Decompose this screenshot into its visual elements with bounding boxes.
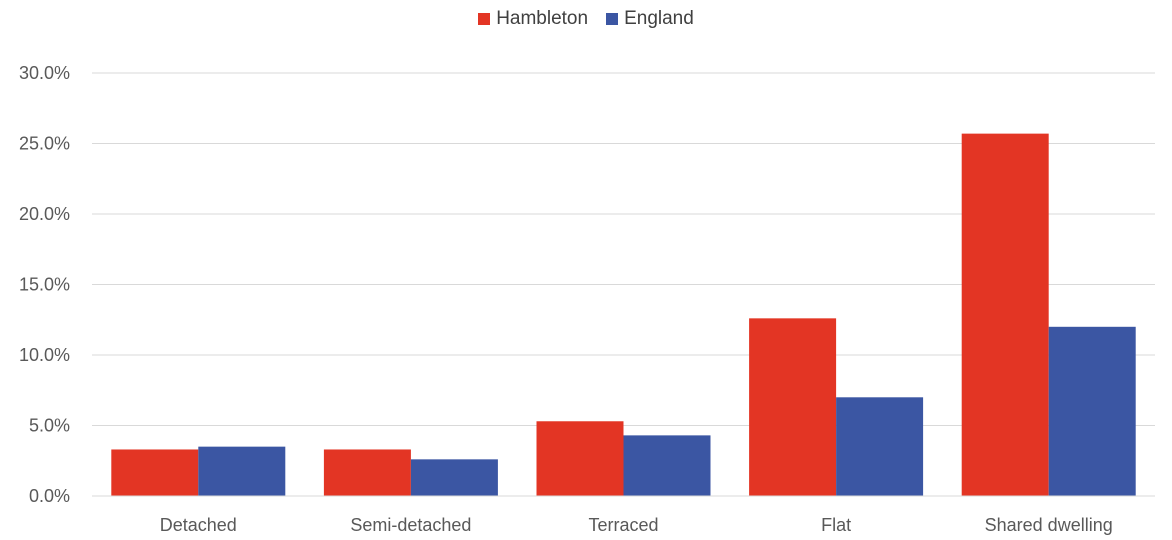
legend-swatch-hambleton (478, 13, 491, 25)
bar-hambleton-semi-detached (323, 449, 411, 496)
y-tick-label: 5.0% (29, 416, 70, 436)
bar-england-terraced (623, 435, 711, 496)
x-tick-label: Shared dwelling (985, 515, 1113, 535)
bar-england-semi-detached (410, 459, 498, 496)
x-tick-label: Terraced (588, 515, 658, 535)
bar-hambleton-terraced (536, 421, 624, 496)
x-tick-label: Semi-detached (350, 515, 471, 535)
bar-hambleton-detached (111, 449, 199, 496)
x-tick-label: Detached (160, 515, 237, 535)
legend: Hambleton England (0, 8, 1172, 30)
y-tick-label: 15.0% (19, 275, 70, 295)
bar-hambleton-flat (749, 318, 837, 496)
y-tick-label: 0.0% (29, 486, 70, 506)
y-tick-label: 10.0% (19, 345, 70, 365)
legend-item-england: England (606, 8, 694, 30)
y-tick-label: 20.0% (19, 204, 70, 224)
legend-label-hambleton: Hambleton (496, 8, 589, 29)
bar-england-detached (198, 446, 286, 496)
legend-item-hambleton: Hambleton (478, 8, 588, 30)
x-tick-label: Flat (821, 515, 851, 535)
y-tick-label: 30.0% (19, 63, 70, 83)
legend-label-england: England (624, 8, 694, 29)
bar-england-shared-dwelling (1048, 326, 1136, 496)
legend-swatch-england (606, 13, 619, 25)
bar-england-flat (836, 397, 924, 496)
y-tick-label: 25.0% (19, 134, 70, 154)
bar-hambleton-shared-dwelling (961, 133, 1049, 496)
